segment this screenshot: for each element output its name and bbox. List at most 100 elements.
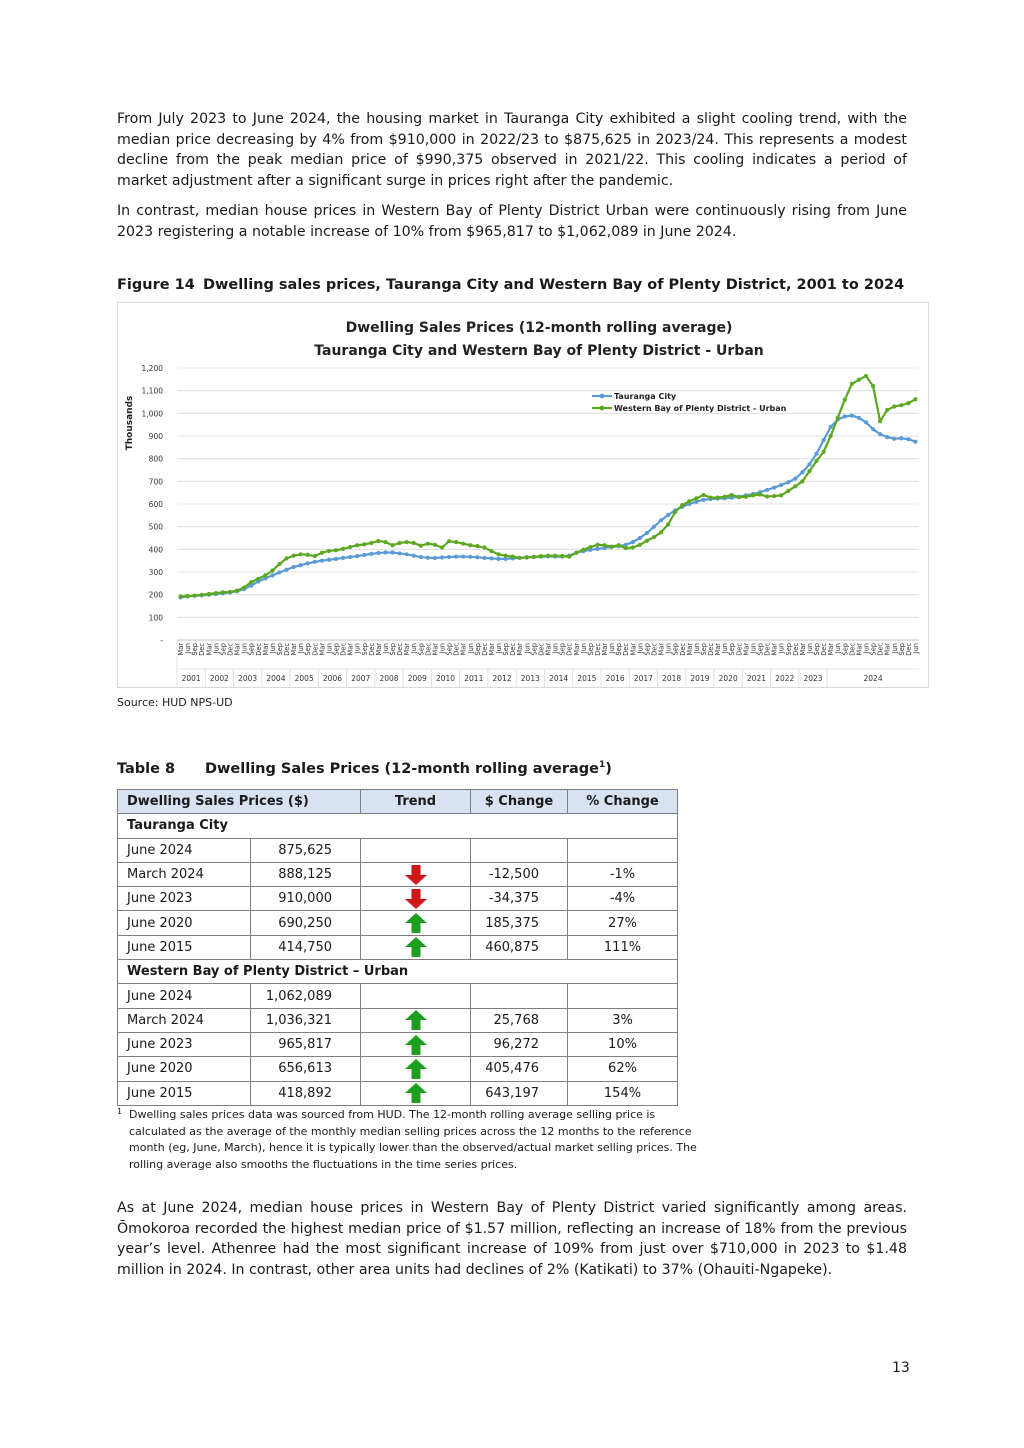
y-tick-label: 600 <box>149 500 164 509</box>
x-tick-label: Mar <box>347 643 355 656</box>
cell-value: 414,750 <box>250 934 361 961</box>
x-tick-label: Dec <box>453 643 461 656</box>
data-point <box>651 524 657 529</box>
x-tick-label: Sep <box>530 643 538 655</box>
y-tick-label: 100 <box>149 613 164 622</box>
legend-label: Tauranga City <box>614 392 677 401</box>
x-tick-label: Jun <box>439 643 447 654</box>
x-year-label: 2022 <box>775 674 794 683</box>
data-point <box>878 419 883 424</box>
x-tick-label: Sep <box>643 643 651 655</box>
data-point <box>545 553 551 558</box>
data-point <box>856 377 862 382</box>
x-tick-label: Sep <box>389 643 397 655</box>
x-tick-label: Dec <box>481 643 489 656</box>
chart-subtitle: Tauranga City and Western Bay of Plenty … <box>314 343 764 359</box>
data-point <box>552 553 558 558</box>
data-point <box>729 492 734 498</box>
x-tick-label: Dec <box>594 643 602 656</box>
group-name: Western Bay of Plenty District – Urban <box>117 959 678 985</box>
data-point <box>439 545 445 550</box>
data-point <box>807 469 812 474</box>
x-year-label: 2003 <box>238 674 257 683</box>
data-point <box>651 534 657 540</box>
data-point <box>863 373 869 379</box>
cell-value: 875,625 <box>250 837 361 863</box>
data-point <box>786 488 791 493</box>
cell-value: 418,892 <box>250 1080 361 1106</box>
data-point <box>574 550 579 555</box>
data-point <box>333 548 339 553</box>
data-point <box>637 535 642 541</box>
table-footnote: 1 Dwelling sales prices data was sourced… <box>117 1107 697 1173</box>
data-point <box>764 494 770 499</box>
x-year-label: 2018 <box>662 674 681 683</box>
x-tick-label: Dec <box>764 643 772 656</box>
table-body: Tauranga City June 2024 875,625 March 2024 8… <box>117 813 678 1106</box>
x-tick-label: Jun <box>212 643 220 654</box>
x-tick-label: Mar <box>573 643 581 656</box>
data-point <box>383 539 388 545</box>
data-point <box>708 495 713 500</box>
arrow-up-icon <box>404 1058 427 1079</box>
x-tick-label: Jun <box>523 643 531 654</box>
x-tick-label: Dec <box>651 643 659 656</box>
x-tick-label: Jun <box>495 643 503 654</box>
x-tick-label: Sep <box>219 643 227 655</box>
x-tick-label: Sep <box>446 643 454 655</box>
x-tick-label: Dec <box>792 643 800 656</box>
data-point <box>418 554 423 560</box>
data-point <box>249 580 254 585</box>
cell-value: 888,125 <box>250 861 361 888</box>
data-point <box>213 590 218 596</box>
cell-period: June 2024 <box>117 983 251 1009</box>
x-year-label: 2020 <box>719 674 738 683</box>
data-point <box>454 539 459 545</box>
data-point <box>319 558 324 563</box>
x-tick-label: Mar <box>686 643 694 656</box>
data-point <box>885 407 890 413</box>
dwelling-prices-table: Dwelling Sales Prices ($) Trend $ Change… <box>117 788 678 1106</box>
x-year-label: 2021 <box>747 674 766 683</box>
header-dollar-change: $ Change <box>470 788 568 815</box>
x-tick-label: Dec <box>198 643 206 656</box>
data-point <box>644 538 650 543</box>
table-row: June 2024 875,625 <box>117 837 678 863</box>
x-year-label: 2011 <box>464 674 483 683</box>
cell-trend <box>360 934 471 961</box>
data-point <box>680 503 685 508</box>
x-tick-label: Jun <box>912 643 920 654</box>
x-tick-label: Dec <box>820 643 828 656</box>
arrow-up-icon <box>404 913 427 934</box>
data-point <box>863 420 869 425</box>
x-tick-label: Sep <box>813 643 821 655</box>
data-point <box>348 544 353 550</box>
x-year-label: 2023 <box>803 674 822 683</box>
data-point <box>199 592 204 597</box>
cell-value: 690,250 <box>250 910 361 936</box>
footnote-text: Dwelling sales prices data was sourced f… <box>129 1108 697 1171</box>
data-point <box>786 480 791 485</box>
data-point <box>588 544 593 550</box>
data-point <box>892 436 897 441</box>
data-point <box>743 494 748 499</box>
x-tick-label: Sep <box>870 643 878 655</box>
x-tick-label: Mar <box>714 643 722 656</box>
x-tick-label: Mar <box>262 643 270 656</box>
x-tick-label: Jun <box>806 643 814 654</box>
data-point <box>503 556 508 561</box>
data-point <box>263 576 268 581</box>
data-point <box>637 542 642 547</box>
cell-dollar-change <box>470 983 568 1009</box>
data-point <box>333 556 339 561</box>
table-row: June 2020 656,613 405,476 62% <box>117 1056 678 1082</box>
x-tick-label: Jun <box>269 643 277 654</box>
data-point <box>694 496 699 501</box>
table-row: June 2015 418,892 643,197 154% <box>117 1080 678 1106</box>
data-point <box>425 541 430 546</box>
series-line-1 <box>180 374 916 598</box>
table-row: March 2024 888,125 -12,500 -1% <box>117 861 678 888</box>
data-point <box>595 546 600 551</box>
y-tick-label: 200 <box>149 591 164 600</box>
data-point <box>750 493 756 498</box>
